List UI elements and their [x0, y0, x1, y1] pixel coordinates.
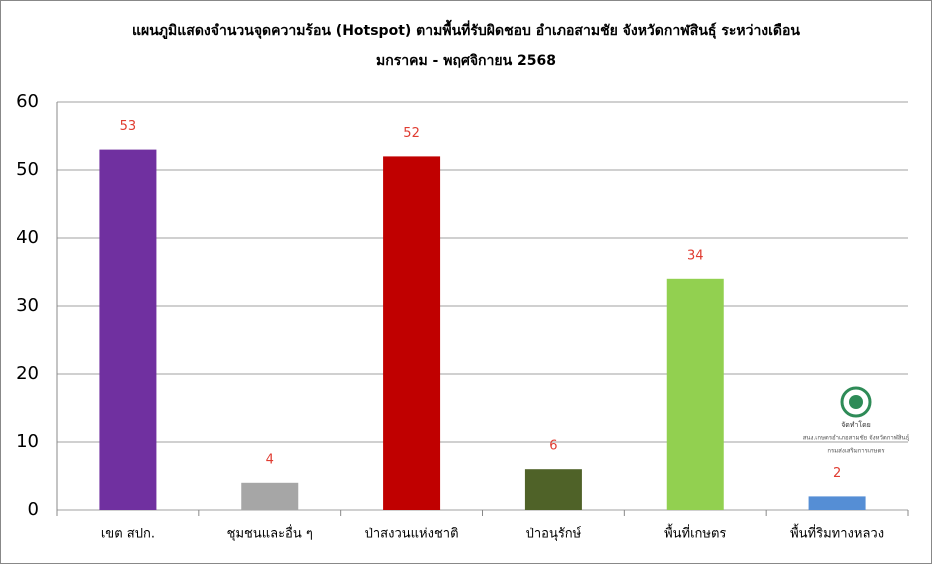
x-tick-label: พื้นที่ริมทางหลวง — [790, 524, 884, 542]
bar — [808, 496, 866, 510]
data-label: 2 — [833, 466, 841, 481]
y-tick-label: 10 — [16, 431, 39, 452]
x-tick-label: ชุมชนและอื่น ๆ — [227, 525, 313, 542]
y-tick-label: 20 — [16, 363, 39, 384]
watermark: สนง.เกษตรอำเภอสามชัย จังหวัดกาฬสินธุ์ — [803, 434, 910, 442]
y-tick-label: 60 — [16, 91, 39, 112]
bar — [99, 149, 157, 510]
bar — [241, 482, 299, 510]
y-tick-label: 30 — [16, 295, 39, 316]
data-label: 53 — [120, 119, 137, 134]
logo — [849, 395, 863, 409]
data-label: 6 — [549, 439, 557, 454]
x-tick-label: เขต สปก. — [101, 527, 155, 542]
chart-title: แผนภูมิแสดงจำนวนจุดความร้อน (Hotspot) ตา… — [132, 19, 800, 39]
bar — [524, 469, 582, 510]
x-tick-label: ป่าสงวนแห่งชาติ — [365, 527, 459, 542]
x-tick-label: พื้นที่เกษตร — [664, 524, 726, 542]
x-tick-label: ป่าอนุรักษ์ — [526, 526, 582, 542]
data-label: 4 — [266, 452, 274, 467]
watermark: จัดทำโดย — [841, 420, 871, 429]
y-tick-label: 0 — [28, 499, 39, 520]
y-tick-label: 50 — [16, 159, 39, 180]
bar — [666, 278, 724, 510]
bar — [383, 156, 441, 510]
watermark: กรมส่งเสริมการเกษตร — [827, 448, 885, 455]
y-tick-label: 40 — [16, 227, 39, 248]
data-label: 52 — [403, 126, 420, 141]
chart-title: มกราคม - พฤศจิกายน 2568 — [376, 53, 556, 69]
data-label: 34 — [687, 248, 704, 263]
